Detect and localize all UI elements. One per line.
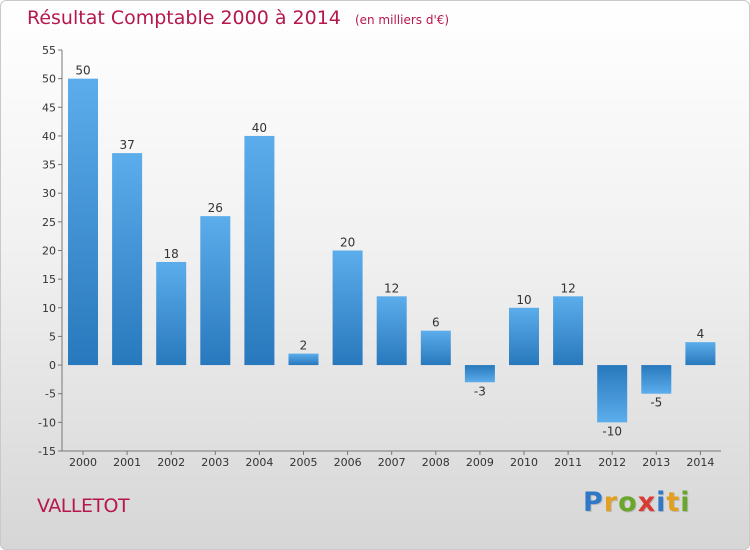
bar	[156, 261, 187, 366]
y-tick-label: 0	[49, 359, 56, 372]
data-label: 37	[119, 138, 134, 152]
x-tick-label: 2000	[69, 456, 97, 469]
y-tick-label: 5	[49, 330, 56, 343]
data-label: 40	[252, 121, 267, 135]
y-tick-label: 35	[42, 159, 56, 172]
y-tick-label: 15	[42, 273, 56, 286]
chart-title: Résultat Comptable 2000 à 2014 (en milli…	[27, 7, 449, 29]
bar	[288, 353, 319, 366]
data-label: 12	[384, 281, 399, 295]
data-label: 20	[340, 236, 355, 250]
bar	[685, 342, 716, 366]
y-tick-label: 55	[42, 44, 56, 57]
data-label: -10	[602, 424, 622, 438]
x-tick-label: 2011	[554, 456, 582, 469]
bar	[68, 78, 98, 366]
chart-title-text: Résultat Comptable 2000 à 2014	[27, 7, 341, 29]
bar	[112, 153, 143, 366]
x-tick-label: 2013	[642, 456, 670, 469]
logo-letter: P	[583, 487, 604, 518]
bar	[420, 330, 451, 366]
commune-name: VALLETOT	[37, 495, 130, 517]
y-tick-label: 25	[42, 216, 56, 229]
bar	[464, 365, 495, 383]
y-tick-label: -15	[38, 445, 56, 458]
x-tick-label: 2008	[422, 456, 450, 469]
y-tick-label: 50	[42, 73, 56, 86]
y-tick-label: 10	[42, 302, 56, 315]
bar	[553, 296, 584, 366]
logo-letter: o	[618, 487, 638, 518]
y-tick-label: 30	[42, 187, 56, 200]
logo-letter: t	[666, 487, 681, 518]
data-label: 12	[560, 281, 575, 295]
logo-letter: r	[603, 487, 619, 518]
bar	[641, 365, 672, 394]
y-tick-label: -5	[45, 388, 56, 401]
data-label: 6	[432, 316, 440, 330]
data-label: 18	[164, 247, 179, 261]
x-tick-label: 2004	[245, 456, 273, 469]
x-tick-label: 2012	[598, 456, 626, 469]
bar	[376, 296, 407, 366]
bar	[597, 365, 628, 423]
x-tick-label: 2010	[510, 456, 538, 469]
data-label: 10	[516, 293, 531, 307]
proxiti-logo: Proxiti	[583, 487, 691, 518]
data-label: 26	[208, 201, 223, 215]
bar	[509, 307, 539, 366]
y-tick-label: 40	[42, 130, 56, 143]
data-label: -3	[474, 384, 486, 398]
logo-letter: x	[637, 487, 657, 518]
y-tick-label: 45	[42, 101, 56, 114]
bar	[244, 135, 275, 366]
logo-letter: i	[656, 487, 667, 518]
x-tick-label: 2014	[686, 456, 714, 469]
chart-unit-note: (en milliers d'€)	[354, 13, 450, 27]
bar	[200, 216, 231, 366]
x-tick-label: 2003	[201, 456, 229, 469]
data-label: -5	[650, 396, 662, 410]
x-tick-label: 2006	[334, 456, 362, 469]
y-tick-label: -10	[38, 416, 56, 429]
x-tick-label: 2002	[157, 456, 185, 469]
x-tick-label: 2005	[290, 456, 318, 469]
data-label: 2	[300, 339, 308, 353]
bar	[332, 250, 363, 366]
data-label: 4	[697, 327, 705, 341]
data-label: 50	[75, 64, 90, 78]
x-tick-label: 2007	[378, 456, 406, 469]
logo-letter: i	[680, 487, 691, 518]
x-tick-label: 2001	[113, 456, 141, 469]
y-tick-label: 20	[42, 245, 56, 258]
x-tick-label: 2009	[466, 456, 494, 469]
